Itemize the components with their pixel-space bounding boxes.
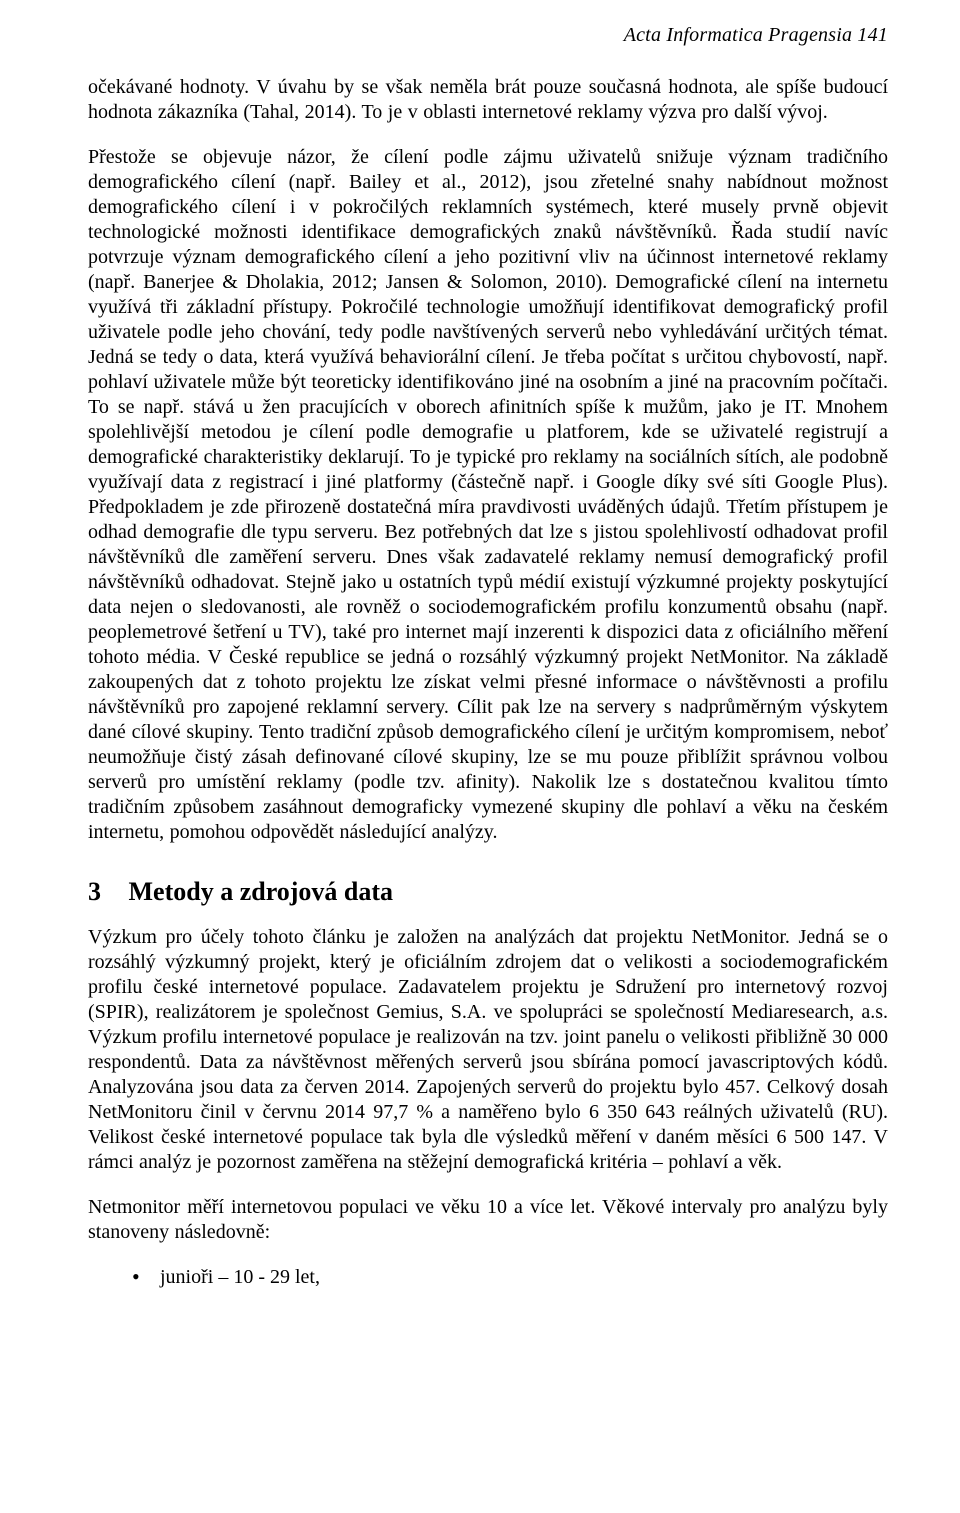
paragraph-3: Výzkum pro účely tohoto článku je založe… xyxy=(88,925,888,1175)
paragraph-1: očekávané hodnoty. V úvahu by se však ne… xyxy=(88,75,888,125)
running-head: Acta Informatica Pragensia 141 xyxy=(88,24,888,47)
paragraph-4: Netmonitor měří internetovou populaci ve… xyxy=(88,1195,888,1245)
section-3-number: 3 xyxy=(88,877,122,907)
section-3-heading: 3 Metody a zdrojová data xyxy=(88,877,888,907)
section-3-title: Metody a zdrojová data xyxy=(129,877,394,906)
age-interval-list: junioři – 10 - 29 let, xyxy=(132,1265,888,1290)
page: Acta Informatica Pragensia 141 očekávané… xyxy=(0,0,960,1513)
paragraph-2: Přestože se objevuje názor, že cílení po… xyxy=(88,145,888,845)
list-item: junioři – 10 - 29 let, xyxy=(132,1265,888,1290)
